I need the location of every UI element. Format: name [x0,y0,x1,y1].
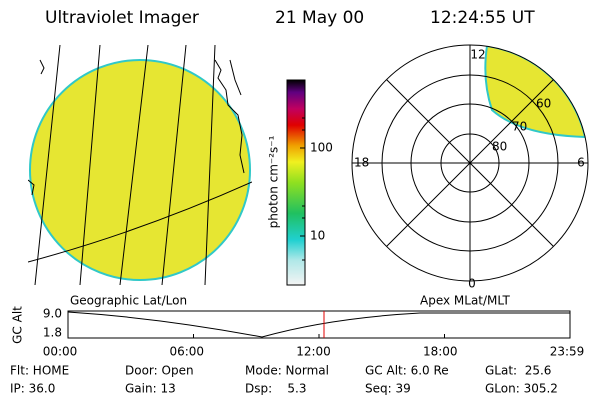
hour-label: 12 [470,48,485,62]
title: Ultraviolet Imager [45,8,199,28]
colorbar [286,79,306,286]
status-field: GLon: 305.2 [485,382,558,396]
ring-label: 60 [536,97,551,111]
x-tick-label: 23:59 [550,345,585,359]
status-field: Gain: 13 [125,382,176,396]
x-tick-label: 00:00 [43,345,78,359]
earth-image [28,45,252,285]
status-field: Seq: 39 [365,382,411,396]
y-tick-label: 9.0 [43,307,62,321]
polar-plot [351,44,589,282]
status-field: Dsp: 5.3 [245,382,307,396]
timeline-right-title: Apex MLat/MLT [420,294,510,308]
ring-label: 80 [492,140,507,154]
hour-label: 18 [354,156,369,170]
x-tick-label: 12:00 [296,345,331,359]
status-field: GC Alt: 6.0 Re [365,364,449,378]
y-tick-label: 1.8 [43,326,62,340]
date: 21 May 00 [275,8,364,28]
timeline-left-title: Geographic Lat/Lon [70,294,187,308]
timeline-y-label: GC Alt [11,306,25,344]
hour-label: 0 [468,277,476,291]
time: 12:24:55 UT [430,8,535,28]
colorbar-tick: 10 [310,229,325,243]
status-field: Door: Open [125,364,194,378]
status-field: GLat: 25.6 [485,364,551,378]
status-field: Flt: HOME [10,364,69,378]
x-tick-label: 06:00 [169,345,204,359]
ring-label: 70 [512,120,527,134]
colorbar-tick: 100 [310,141,333,155]
x-tick-label: 18:00 [423,345,458,359]
colorbar-label: photon cm⁻²s⁻¹ [267,135,281,228]
altitude-curve [67,311,570,338]
hour-label: 6 [577,156,585,170]
status-field: Mode: Normal [245,364,329,378]
status-field: IP: 36.0 [10,382,55,396]
